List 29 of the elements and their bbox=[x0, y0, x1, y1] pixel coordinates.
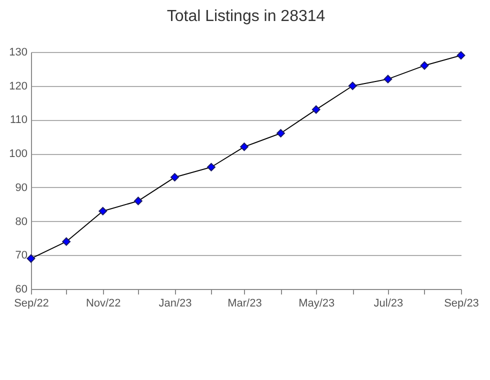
y-tick-label: 100 bbox=[9, 148, 28, 160]
point bbox=[170, 173, 179, 182]
y-tick-label: 130 bbox=[9, 46, 28, 58]
y-tick-label: 80 bbox=[15, 216, 28, 228]
point bbox=[98, 206, 108, 216]
x-tick-label: May/23 bbox=[298, 298, 335, 310]
point bbox=[134, 196, 142, 206]
chart-title: Total Listings in 28314 bbox=[166, 8, 326, 25]
point bbox=[456, 51, 466, 60]
point bbox=[62, 237, 71, 246]
x-tick-label: Jul/23 bbox=[374, 298, 404, 310]
x-tick-label: Nov/22 bbox=[86, 298, 121, 310]
x-tick-label: Mar/23 bbox=[228, 298, 262, 310]
point bbox=[384, 74, 392, 84]
point bbox=[420, 61, 429, 70]
point bbox=[207, 162, 216, 172]
point bbox=[240, 142, 248, 152]
y-tick-label: 120 bbox=[9, 80, 28, 92]
point bbox=[276, 129, 285, 138]
point bbox=[26, 254, 36, 263]
y-tick-label: 90 bbox=[15, 182, 28, 194]
x-tick-label: Jan/23 bbox=[158, 298, 192, 310]
x-tick-label: Sep/22 bbox=[14, 298, 49, 310]
y-tick-label: 60 bbox=[15, 284, 28, 296]
x-tick-label: Sep/23 bbox=[444, 298, 479, 310]
point bbox=[312, 105, 320, 114]
y-tick-label: 110 bbox=[10, 114, 28, 126]
y-tick-label: 70 bbox=[15, 250, 28, 262]
point bbox=[348, 82, 357, 90]
